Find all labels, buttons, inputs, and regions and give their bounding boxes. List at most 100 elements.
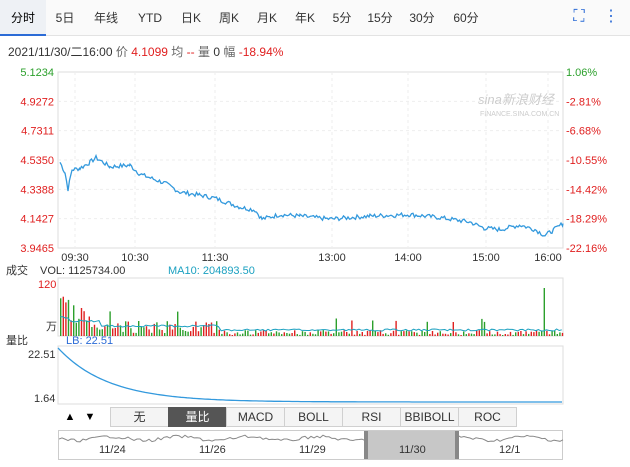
tab-11[interactable]: 60分 [453, 10, 479, 25]
volume-bar [421, 331, 423, 336]
indicator-2[interactable]: MACD [226, 407, 285, 427]
chart-controls: ⛶ ⋮ [570, 8, 620, 26]
intraday-chart[interactable]: 5.1234 4.9272 4.7311 4.5350 4.3388 4.1427 3.94… [0, 64, 630, 410]
volume-bar [525, 331, 527, 336]
tab-10[interactable]: 30分 [409, 10, 435, 25]
tab-3[interactable]: YTD [138, 10, 162, 25]
volume-bar [385, 333, 387, 336]
lb-top-label: 22.51 [28, 349, 56, 361]
price-line [59, 153, 564, 237]
tab-5[interactable]: 周K [218, 10, 239, 25]
tab-1[interactable]: 5日 [55, 10, 75, 25]
volume-bar [382, 333, 384, 336]
navigator-date-label: 11/26 [199, 444, 226, 456]
volume-bar [447, 334, 449, 336]
volume-bar [177, 311, 179, 336]
tab-7[interactable]: 年K [294, 10, 315, 25]
volume-bar [309, 332, 311, 336]
volume-bar [93, 324, 96, 336]
volume-bar [515, 332, 517, 336]
volume-bar [88, 316, 90, 336]
tab-2[interactable]: 年线 [93, 10, 118, 25]
volume-bar [372, 320, 374, 336]
avg-label: 均 [171, 45, 184, 59]
amp-value: -18.94% [238, 45, 284, 59]
volume-bar [369, 330, 371, 336]
volume-bar [80, 308, 83, 336]
navigator-selection-handle[interactable] [364, 431, 459, 459]
volume-bar [496, 331, 499, 336]
volume-bar [528, 333, 530, 336]
tab-9[interactable]: 15分 [367, 10, 393, 25]
lb-line [57, 347, 562, 403]
volume-bar [119, 325, 122, 336]
scroll-down-button[interactable]: ▼ [84, 411, 96, 423]
volume-bar [320, 331, 322, 336]
volume-bar [208, 324, 210, 336]
volume-bar [197, 331, 200, 336]
tab-0[interactable]: 分时 [0, 0, 46, 36]
volume-bar [278, 332, 280, 336]
more-vertical-icon[interactable]: ⋮ [603, 8, 619, 25]
volume-bar [244, 330, 246, 336]
volume-bar [138, 321, 140, 336]
volume-bar [122, 331, 124, 336]
volume-bar [504, 334, 506, 336]
volume-bar [288, 333, 291, 336]
volume-bar [270, 332, 272, 336]
indicator-5[interactable]: BBIBOLL [400, 407, 459, 427]
vol-label: 量 [198, 45, 211, 59]
volume-bar [83, 311, 85, 336]
volume-bar [400, 331, 402, 336]
time-navigator[interactable]: 11/24 11/26 11/29 11/30 12/1 [58, 430, 564, 460]
volume-bar [226, 332, 228, 336]
quote-datetime: 2021/11/30/二16:00 [8, 45, 113, 59]
volume-bar [476, 330, 478, 336]
volume-bar [171, 329, 174, 336]
volume-bar [161, 330, 163, 336]
volume-bar [517, 331, 519, 336]
volume-bar [127, 321, 129, 336]
volume-bar [353, 334, 356, 336]
tab-8[interactable]: 5分 [332, 10, 352, 25]
volume-bar [418, 334, 421, 336]
volume-bar [554, 330, 556, 336]
volume-ma-line [59, 316, 562, 332]
volume-bar [192, 326, 194, 336]
indicator-6[interactable]: ROC [458, 407, 517, 427]
volume-bar [294, 330, 296, 336]
watermark-logo: sina新浪财经 [478, 92, 556, 107]
indicator-3[interactable]: BOLL [284, 407, 343, 427]
watermark-url: FINANCE.SINA.COM.CN [480, 111, 559, 118]
price-tick-label: 3.9465 [20, 243, 54, 255]
volume-bar [234, 333, 236, 336]
volume-bar [151, 332, 153, 336]
indicator-0[interactable]: 无 [110, 407, 169, 427]
fullscreen-icon[interactable]: ⛶ [573, 8, 585, 25]
scroll-up-button[interactable]: ▲ [64, 411, 76, 423]
price-tick-label: 4.9272 [20, 96, 54, 108]
volume-bar [429, 334, 431, 336]
tab-4[interactable]: 日K [180, 10, 201, 25]
volume-bar [78, 318, 80, 336]
tab-6[interactable]: 月K [256, 10, 277, 25]
indicator-4[interactable]: RSI [342, 407, 401, 427]
volume-bar [205, 322, 207, 336]
volume-bar [210, 322, 213, 336]
indicator-1[interactable]: 量比 [168, 407, 227, 427]
volume-bar [426, 321, 428, 336]
volume-bar [541, 330, 543, 336]
volume-bar [546, 330, 548, 336]
volume-bar [73, 305, 75, 336]
volume-unit-label: 万 [46, 321, 57, 333]
volume-bar [135, 332, 137, 336]
volume-bar [377, 332, 379, 336]
volume-bar [481, 318, 483, 336]
price-tick-label: 4.1427 [20, 214, 54, 226]
volume-bar [130, 328, 132, 336]
volume-bar [182, 330, 184, 336]
volume-bar [304, 331, 306, 336]
volume-bar [463, 331, 465, 336]
volume-bar [533, 332, 535, 336]
volume-bar [499, 334, 501, 336]
